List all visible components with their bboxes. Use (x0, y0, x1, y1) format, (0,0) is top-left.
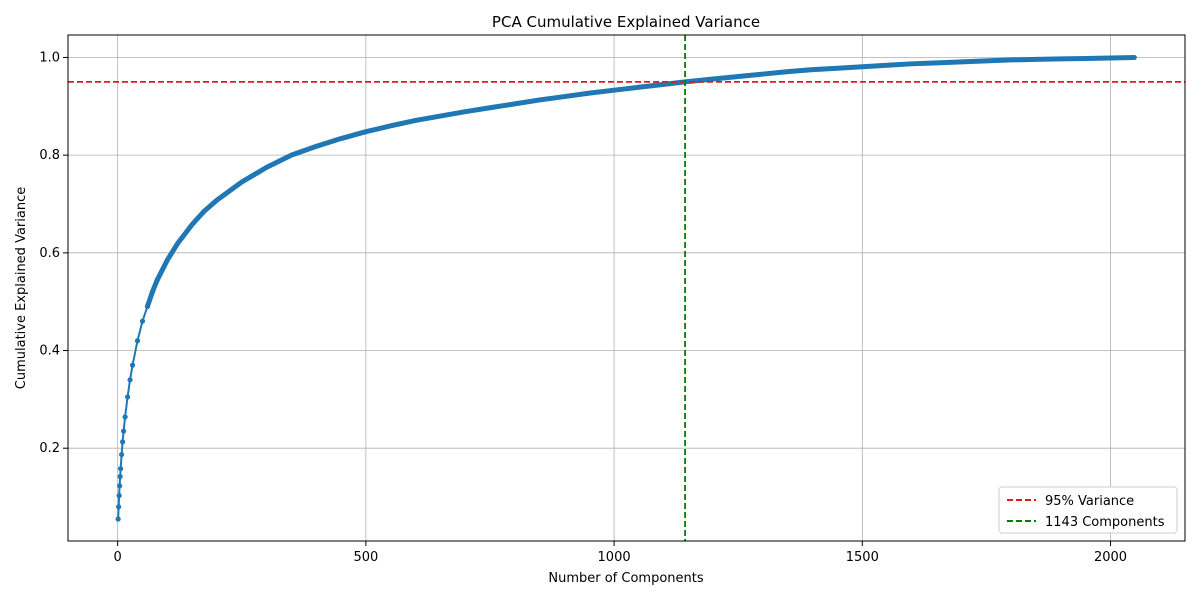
data-point (139, 318, 146, 324)
x-tick-label: 0 (114, 550, 122, 565)
x-tick-label: 1000 (598, 550, 631, 565)
data-point (116, 504, 122, 510)
x-tick-label: 500 (353, 550, 378, 565)
legend-box (998, 486, 1178, 534)
y-tick-label: 1.0 (39, 50, 60, 65)
data-point (134, 338, 141, 344)
data-point (119, 451, 125, 458)
series-layer (115, 54, 1137, 522)
x-tick-label: 2000 (1094, 550, 1127, 565)
plot-frame (67, 34, 1186, 542)
chart-title: PCA Cumulative Explained Variance (492, 13, 760, 31)
data-point (149, 289, 155, 295)
y-tick-label: 0.2 (39, 441, 60, 456)
y-tick-label: 0.8 (39, 148, 60, 163)
data-point (116, 492, 122, 499)
y-tick-label: 0.4 (39, 344, 60, 359)
legend: 95% Variance 1143 Components (998, 486, 1178, 534)
x-tick-label: 1500 (846, 550, 879, 565)
y-tick-label: 0.6 (39, 246, 60, 261)
data-point (115, 516, 121, 522)
data-point (121, 428, 127, 434)
legend-label-components: 1143 Components (1045, 515, 1165, 530)
data-point (117, 473, 123, 480)
data-point (129, 362, 136, 368)
grid-lines (68, 35, 1185, 541)
data-point (124, 394, 131, 400)
series-marker-band (144, 54, 1137, 310)
data-point (120, 439, 126, 445)
data-point (154, 277, 160, 283)
data-point (118, 466, 124, 472)
x-axis-title: Number of Components (548, 571, 703, 586)
reference-lines (68, 35, 1185, 541)
legend-label-95-variance: 95% Variance (1045, 494, 1134, 509)
data-point (122, 414, 128, 420)
y-axis-title: Cumulative Explained Variance (14, 187, 29, 389)
axis-ticks: 0 500 1000 1500 2000 0.2 0.4 0.6 0.8 1.0 (39, 50, 1127, 565)
data-point (144, 303, 151, 310)
data-point (117, 483, 123, 489)
data-point (127, 377, 133, 383)
